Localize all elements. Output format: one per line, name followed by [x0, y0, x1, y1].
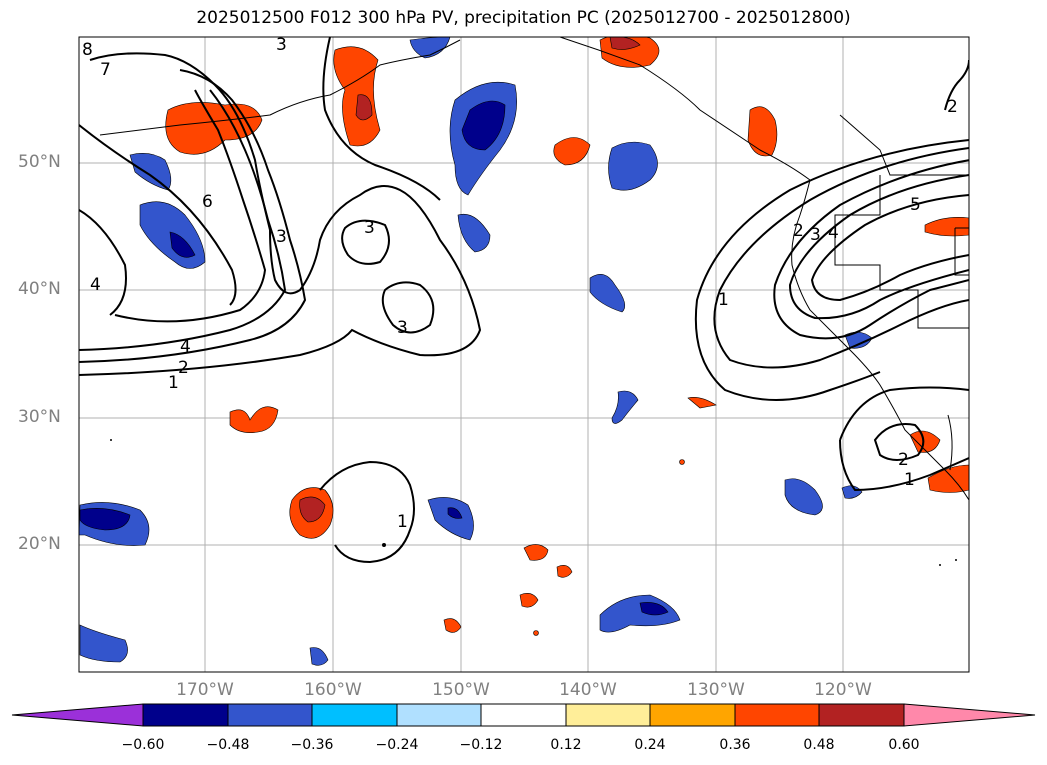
svg-text:2: 2 [178, 358, 189, 378]
graticule [79, 37, 969, 672]
colorbar-tick: 0.60 [888, 737, 920, 753]
svg-text:1: 1 [904, 470, 915, 490]
svg-text:2: 2 [947, 97, 958, 117]
colorbar-tick: −0.48 [206, 737, 250, 753]
precip-positive-anomalies [165, 37, 969, 636]
contour-labels: 8 7 6 5 4 3 3 3 3 2 2 2 2 1 1 1 1 4 4 3 [82, 35, 958, 532]
svg-text:1: 1 [718, 290, 729, 310]
svg-text:6: 6 [202, 192, 213, 212]
svg-text:1: 1 [397, 512, 408, 532]
colorbar-tick: −0.36 [290, 737, 334, 753]
colorbar-tick: 0.48 [803, 737, 835, 753]
svg-text:4: 4 [828, 223, 839, 243]
lon-label-160w: 160°W [304, 680, 362, 700]
coastlines [99, 37, 969, 501]
lon-label-170w: 170°W [176, 680, 234, 700]
lon-label-120w: 120°W [814, 680, 872, 700]
pv-contours [79, 37, 969, 564]
colorbar-tick: 0.36 [719, 737, 751, 753]
lon-label-140w: 140°W [559, 680, 617, 700]
svg-text:3: 3 [810, 225, 821, 245]
precip-negative-anomalies [79, 37, 873, 666]
svg-text:3: 3 [276, 35, 287, 55]
lat-label-20n: 20°N [18, 534, 61, 554]
colorbar-tick: −0.60 [121, 737, 165, 753]
svg-text:3: 3 [397, 318, 408, 338]
svg-text:2: 2 [793, 221, 804, 241]
lon-label-150w: 150°W [432, 680, 490, 700]
lat-label-40n: 40°N [18, 279, 61, 299]
colorbar-tick: −0.24 [375, 737, 419, 753]
lat-label-50n: 50°N [18, 152, 61, 172]
map-border [78, 36, 970, 673]
map-title: 2025012500 F012 300 hPa PV, precipitatio… [196, 8, 851, 28]
svg-text:8: 8 [82, 40, 93, 60]
svg-text:4: 4 [90, 275, 101, 295]
colorbar [11, 703, 1036, 727]
islands [110, 439, 957, 566]
svg-text:5: 5 [910, 195, 921, 215]
svg-text:3: 3 [364, 218, 375, 238]
map-background [79, 37, 969, 672]
lon-label-130w: 130°W [687, 680, 745, 700]
lat-label-30n: 30°N [18, 407, 61, 427]
colorbar-tick: 0.24 [634, 737, 666, 753]
svg-text:7: 7 [100, 60, 111, 80]
colorbar-tick: −0.12 [459, 737, 503, 753]
svg-text:4: 4 [180, 337, 191, 357]
colorbar-tick: 0.12 [550, 737, 582, 753]
svg-text:3: 3 [276, 227, 287, 247]
svg-text:2: 2 [898, 450, 909, 470]
svg-text:1: 1 [168, 373, 179, 393]
